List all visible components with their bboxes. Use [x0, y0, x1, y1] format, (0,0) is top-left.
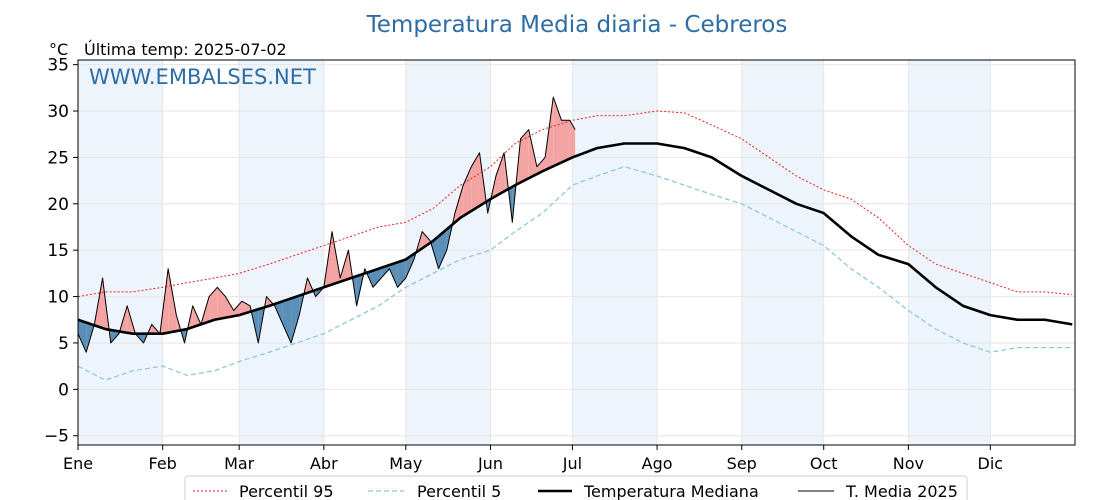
deviation-segment	[528, 129, 537, 179]
watermark: WWW.EMBALSES.NET	[89, 65, 316, 89]
y-tick-label: 20	[47, 195, 69, 215]
legend-label-p95: Percentil 95	[239, 482, 334, 500]
legend-label-current: T. Media 2025	[845, 482, 958, 500]
last-temp-label: Última temp: 2025-07-02	[84, 40, 287, 59]
y-tick-label: 35	[47, 56, 69, 76]
x-tick-label: Nov	[893, 454, 924, 473]
y-tick-label: 0	[58, 380, 69, 400]
deviation-segment	[438, 229, 447, 269]
deviation-segment	[291, 295, 300, 343]
x-tick-label: Sep	[727, 454, 757, 473]
deviation-segment	[569, 120, 576, 159]
series-median-line	[77, 142, 1073, 335]
deviation-segment	[241, 301, 251, 315]
deviation-segment	[405, 253, 414, 279]
deviation-fill	[78, 97, 576, 353]
deviation-segment	[233, 301, 242, 317]
x-tick-label: Dic	[978, 454, 1004, 473]
y-tick-label: 30	[47, 102, 69, 122]
month-shade-band	[239, 60, 324, 445]
deviation-segment	[520, 129, 529, 183]
x-tick-label: Feb	[149, 454, 177, 473]
y-axis: −5 0 5 10 15 20 25 30 35	[44, 56, 78, 447]
month-shade-band	[405, 60, 491, 445]
deviation-segment	[553, 97, 562, 167]
month-shade-band	[908, 60, 991, 445]
series-p5-line	[77, 166, 1073, 381]
deviation-segment	[225, 296, 234, 318]
x-tick-label: May	[389, 454, 422, 473]
deviation-segment	[561, 120, 570, 163]
month-shade-band	[741, 60, 824, 445]
x-tick-label: Abr	[310, 454, 338, 473]
x-tick-label: Oct	[810, 454, 838, 473]
deviation-segment	[110, 329, 119, 343]
plot-frame	[77, 59, 1076, 446]
legend-label-p5: Percentil 5	[417, 482, 501, 500]
deviation-segment	[78, 319, 87, 353]
deviation-segment	[209, 287, 218, 322]
month-shading	[78, 60, 991, 445]
deviation-segment	[471, 152, 480, 211]
series-current-line	[77, 96, 576, 353]
deviation-segment	[495, 152, 505, 197]
legend-label-median: Temperatura Mediana	[583, 482, 759, 500]
y-tick-label: 10	[47, 288, 69, 308]
legend-box	[184, 475, 968, 500]
x-axis: Ene Feb Mar Abr May Jun Jul Ago Sep Oct Nov Dic	[63, 445, 1003, 473]
y-tick-label: 25	[47, 148, 69, 168]
y-tick-label: 5	[58, 334, 69, 354]
x-tick-label: Jun	[477, 454, 503, 473]
x-tick-label: Jul	[562, 454, 582, 473]
x-tick-label: Ago	[642, 454, 673, 473]
deviation-segment	[168, 268, 177, 333]
deviation-segment	[454, 185, 464, 223]
chart-title: Temperatura Media diaria - Cebreros	[366, 12, 788, 38]
deviation-segment	[217, 287, 226, 320]
series-lines	[77, 96, 1073, 381]
x-tick-label: Mar	[224, 454, 255, 473]
deviation-segment	[373, 267, 382, 288]
month-shade-band	[572, 60, 658, 445]
deviation-segment	[282, 298, 292, 343]
deviation-segment	[389, 262, 398, 288]
x-tick-label: Ene	[63, 454, 93, 473]
y-tick-label: 15	[47, 241, 69, 261]
legend: Percentil 95 Percentil 5 Temperatura Med…	[184, 475, 968, 500]
y-tick-label: −5	[44, 427, 69, 447]
y-axis-unit: °C	[49, 40, 68, 59]
deviation-segment	[463, 166, 472, 217]
month-shade-band	[78, 60, 163, 445]
